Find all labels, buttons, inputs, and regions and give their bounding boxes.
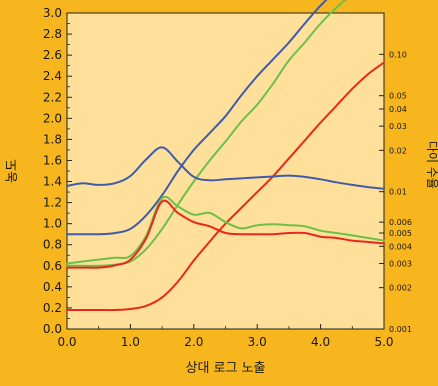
y-tick-label: 2.6	[43, 48, 62, 62]
y2-tick-label: 0.004	[389, 242, 412, 251]
y-tick-label: 2.0	[43, 111, 62, 125]
y-tick-label: 1.0	[43, 217, 62, 231]
series-line-3	[66, 61, 385, 312]
series-line-6	[66, 199, 385, 269]
x-axis-tick-labels: 0.0 1.0 2.0 3.0 4.0 5.0	[57, 335, 393, 349]
x-tick-label: 5.0	[374, 335, 393, 349]
y-tick-label: 0.0	[43, 322, 62, 336]
series-line-1	[66, 0, 328, 236]
y2-tick-label: 0.02	[389, 146, 407, 155]
y-tick-label: 0.6	[43, 259, 62, 273]
y2-tick-label: 0.03	[389, 122, 407, 131]
y-axis-label: 농도	[5, 159, 20, 183]
y2-axis-label: 다이 수율	[425, 141, 438, 189]
x-tick-label: 0.0	[57, 335, 76, 349]
y2-tick-label: 0.003	[389, 259, 412, 268]
y-tick-label: 1.2	[43, 196, 62, 210]
y2-tick-label: 0.01	[389, 188, 407, 197]
series-line-5	[66, 195, 385, 265]
y-tick-label: 2.2	[43, 90, 62, 104]
y-tick-label: 3.0	[43, 6, 62, 20]
y2-tick-label: 0.10	[389, 50, 407, 59]
y2-tick-label: 0.006	[389, 218, 412, 227]
x-tick-label: 2.0	[184, 335, 203, 349]
series-line-4	[66, 146, 385, 190]
y-tick-label: 0.4	[43, 280, 62, 294]
axis-ticks	[66, 12, 385, 330]
series-layer	[66, 0, 385, 312]
y2-axis-tick-labels: 0.001 0.002 0.003 0.004 0.005 0.006 0.01 0.02 0.…	[389, 50, 412, 334]
y2-tick-label: 0.002	[389, 284, 412, 293]
y-tick-label: 2.4	[43, 69, 62, 83]
y-tick-label: 1.6	[43, 153, 62, 167]
y-tick-label: 1.8	[43, 132, 62, 146]
x-tick-label: 4.0	[311, 335, 330, 349]
y2-tick-label: 0.005	[389, 229, 412, 238]
x-axis-label: 상대 로그 노출	[185, 361, 265, 376]
plot-area	[67, 13, 384, 329]
y-tick-label: 2.8	[43, 27, 62, 41]
y2-tick-label: 0.001	[389, 325, 412, 334]
y-tick-label: 0.8	[43, 238, 62, 252]
x-tick-label: 3.0	[248, 335, 267, 349]
y-tick-label: 0.2	[43, 301, 62, 315]
y2-tick-label: 0.04	[389, 105, 407, 114]
plot-frame	[66, 12, 385, 330]
y-tick-label: 1.4	[43, 175, 62, 189]
y-axis-tick-labels: 0.0 0.2 0.4 0.6 0.8 1.0 1.2 1.4 1.6 1.8 2.0 2.2 2.4 2…	[43, 6, 62, 336]
x-tick-label: 1.0	[121, 335, 140, 349]
y2-tick-label: 0.05	[389, 92, 407, 101]
